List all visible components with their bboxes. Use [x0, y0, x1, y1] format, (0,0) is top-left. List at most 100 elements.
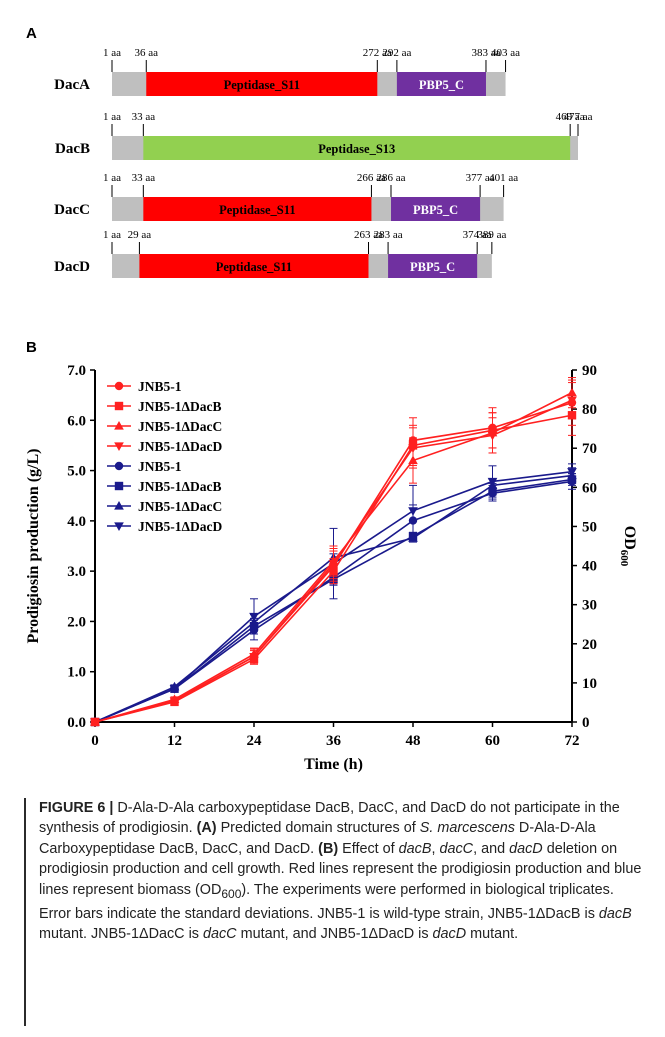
y2-axis-title-main: OD: [621, 526, 638, 550]
position-label: 36 aa: [135, 47, 159, 59]
data-point: [408, 507, 418, 516]
domain-block: [143, 197, 372, 221]
position-label: 377 aa: [466, 172, 495, 184]
domain-block: [143, 136, 571, 160]
position-label: 29 aa: [128, 229, 152, 241]
legend-label: JNB5-1ΔDacD: [138, 519, 222, 534]
protein-name: DacC: [54, 202, 90, 218]
caption-b-text-3: ). The experiments were performed in bio…: [39, 881, 614, 922]
position-label: 33 aa: [132, 111, 156, 123]
y2-tick-label: 90: [582, 363, 597, 379]
caption-b-text-4: mutant. JNB5-1ΔDacC is: [39, 926, 203, 943]
data-point: [169, 697, 180, 706]
caption-b-text-6: mutant.: [466, 926, 519, 943]
y-tick-label: 3.0: [67, 564, 86, 580]
caption-gene-d: dacD: [509, 840, 543, 857]
position-label: 383 aa: [471, 47, 500, 59]
panel-a-label: A: [26, 25, 37, 42]
x-tick-label: 60: [485, 733, 500, 749]
data-point: [408, 533, 418, 542]
caption-b-label: (B): [318, 840, 339, 857]
figure: A DacA Peptidase_S11 PBP5_C 1 aa 36 aa 272 aa…: [25, 25, 638, 773]
data-point: [487, 477, 498, 487]
caption-intro: D-Ala-D-Ala carboxypeptidase DacB, DacC,…: [39, 800, 620, 837]
domain-structure-panel: DacA Peptidase_S11 PBP5_C1 aa 36 aa 272 aa29…: [54, 47, 593, 278]
domain-block: [139, 254, 369, 278]
position-label: 1 aa: [103, 47, 121, 59]
x-tick-label: 36: [326, 733, 342, 749]
x-axis-title: Time (h): [304, 756, 363, 773]
caption-a-text: Predicted domain structures of: [216, 820, 420, 837]
data-point: [487, 431, 498, 441]
x-tick-label: 0: [91, 733, 99, 749]
data-point: [114, 481, 124, 491]
caption-mutant-c: dacC: [202, 926, 237, 943]
data-point: [114, 522, 124, 532]
y-axis-title: Prodigiosin production (g/L): [25, 449, 42, 644]
panel-b-label: B: [26, 339, 37, 356]
y-tick-label: 1.0: [67, 665, 86, 681]
y2-axis-title-subscript: 600: [618, 550, 630, 567]
y-tick-label: 2.0: [67, 614, 86, 630]
y2-tick-label: 10: [582, 676, 597, 692]
caption-od-subscript: 600: [221, 886, 242, 901]
domain-block: [146, 72, 378, 96]
y2-tick-label: 30: [582, 598, 597, 614]
series-line: [94, 480, 573, 723]
position-label: 272 aa: [363, 47, 392, 59]
x-tick-label: 12: [167, 733, 182, 749]
data-point: [408, 444, 418, 453]
y2-tick-label: 20: [582, 637, 597, 653]
domain-label: PBP5_C: [419, 78, 464, 92]
y2-tick-label: 0: [582, 715, 590, 731]
x-tick-label: 72: [565, 733, 580, 749]
domain-block: [396, 72, 486, 96]
position-label: 263 aa: [354, 229, 383, 241]
caption-sep: , and: [473, 840, 510, 857]
series-prodigiosin-3: [90, 382, 577, 728]
caption-mutant-d: dacD: [432, 926, 467, 943]
domain-label: Peptidase_S13: [318, 142, 395, 156]
data-point: [567, 468, 577, 477]
legend-label: JNB5-1ΔDacC: [138, 419, 222, 434]
caption-b-text: Effect of: [338, 840, 399, 857]
caption-figure-label: FIGURE 6 |: [39, 800, 114, 816]
caption-b-text-5: mutant, and JNB5-1ΔDacD is: [236, 926, 433, 943]
legend-label: JNB5-1ΔDacB: [138, 399, 221, 414]
y-tick-label: 6.0: [67, 413, 86, 429]
position-label: 1 aa: [103, 229, 121, 241]
x-tick-label: 48: [406, 733, 421, 749]
data-point: [114, 442, 124, 452]
y-tick-label: 5.0: [67, 464, 86, 480]
position-label: 469 aa: [556, 111, 585, 123]
data-point: [249, 653, 259, 662]
domain-label: Peptidase_S11: [219, 203, 295, 217]
legend-label: JNB5-1: [138, 459, 182, 474]
position-label: 374 aa: [463, 229, 492, 241]
y2-tick-label: 60: [582, 480, 597, 496]
caption-a-label: (A): [196, 820, 217, 837]
caption-sep: ,: [431, 840, 440, 857]
position-label: 403 aa: [491, 47, 520, 59]
legend: JNB5-1 JNB5-1ΔDacB JNB5-1ΔDacC JNB5-1ΔDacD J…: [107, 379, 222, 534]
domain-label: Peptidase_S11: [216, 260, 292, 274]
protein-name: DacA: [54, 77, 90, 93]
growth-chart: 0 12 24 36 48 60 72 0.0 1.0 2.0 3.0 4.0 5.0 6.0 7.0 0 10…: [25, 363, 638, 773]
position-label: 33 aa: [132, 172, 156, 184]
caption-a-text-2: D-Ala-D-Ala Carboxypeptidase DacB, DacC,…: [39, 820, 596, 857]
caption-gene-b: dacB: [398, 840, 432, 857]
position-label: 477 aa: [563, 111, 592, 123]
data-point: [249, 612, 259, 622]
figure-caption: FIGURE 6 | D-Ala-D-Ala carboxypeptidase …: [24, 798, 644, 1026]
y2-tick-label: 40: [582, 559, 597, 575]
position-label: 292 aa: [382, 47, 411, 59]
position-label: 1 aa: [103, 172, 121, 184]
domain-block: [391, 197, 481, 221]
x-tick-label: 24: [247, 733, 263, 749]
caption-mutant-b: dacB: [598, 905, 632, 922]
protein-name: DacD: [54, 259, 90, 275]
data-point: [169, 685, 180, 694]
position-label: 266 aa: [357, 172, 386, 184]
legend-label: JNB5-1ΔDacD: [138, 439, 222, 454]
data-point: [567, 396, 577, 406]
